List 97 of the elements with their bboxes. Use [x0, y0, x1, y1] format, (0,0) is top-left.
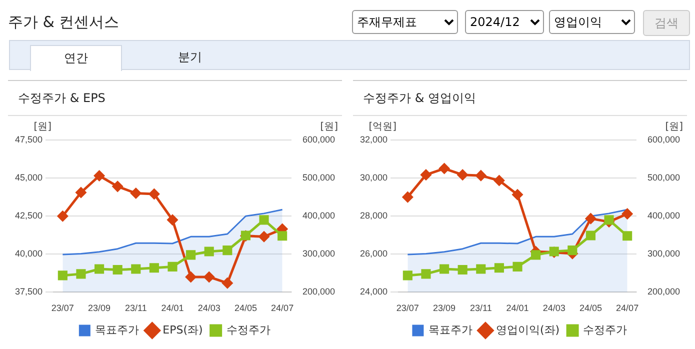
- legend-label: 수정주가: [583, 323, 628, 336]
- point: [167, 214, 178, 226]
- chart-title: 수정주가 & 영업이익: [353, 81, 687, 116]
- text: 분기: [177, 49, 203, 66]
- point: [94, 264, 104, 274]
- point: [222, 246, 232, 256]
- point: [402, 192, 413, 202]
- point: [494, 263, 504, 273]
- point: [457, 170, 468, 180]
- point: [258, 231, 270, 242]
- point: [278, 231, 288, 241]
- point: [76, 269, 86, 279]
- y-tick-label: 40,000: [14, 248, 43, 259]
- point: [130, 188, 142, 199]
- point: [585, 213, 596, 224]
- point: [148, 188, 160, 200]
- y-tick-label: 37,500: [14, 286, 43, 297]
- legend-label: 영업이익(좌): [496, 323, 560, 336]
- point: [476, 264, 486, 274]
- x-tick-label: 24/01: [506, 303, 529, 314]
- point: [58, 270, 68, 280]
- point: [57, 210, 68, 222]
- x-tick-label: 24/03: [542, 303, 566, 314]
- point: [112, 181, 123, 192]
- text: 연간: [30, 45, 122, 71]
- point: [421, 269, 431, 279]
- point: [458, 264, 468, 275]
- legend-label: 목표주가: [95, 323, 140, 336]
- legend-label: EPS(좌): [162, 323, 203, 336]
- point: [402, 270, 412, 280]
- point: [112, 264, 122, 275]
- point: [604, 215, 614, 225]
- x-tick-label: 24/07: [271, 303, 294, 314]
- y-axis-title: [원]: [34, 122, 52, 133]
- y-tick-label: 32,000: [360, 134, 388, 144]
- y2-tick-label: 200,000: [302, 286, 336, 297]
- y-tick-label: 30,000: [360, 172, 388, 183]
- y-tick-label: 42,500: [14, 210, 43, 221]
- y-tick-label: 45,000: [14, 172, 43, 183]
- point: [622, 208, 633, 220]
- point: [476, 170, 486, 181]
- point: [512, 262, 522, 272]
- x-tick-label: 23/07: [396, 303, 419, 314]
- point: [186, 250, 196, 260]
- x-tick-label: 23/09: [433, 303, 456, 314]
- y-tick-label: 47,500: [14, 134, 43, 144]
- x-tick-label: 23/09: [88, 303, 111, 314]
- point: [586, 230, 596, 240]
- point: [259, 215, 269, 225]
- y2-tick-label: 200,000: [647, 286, 680, 297]
- point: [168, 262, 178, 272]
- y2-tick-label: 400,000: [647, 210, 680, 221]
- x-tick-label: 24/01: [161, 303, 184, 314]
- point: [186, 272, 196, 282]
- y2-axis-title: [원]: [320, 122, 338, 133]
- point: [494, 175, 504, 186]
- y2-tick-label: 600,000: [647, 134, 680, 144]
- x-tick-label: 24/05: [579, 303, 602, 314]
- text: 영업이익: [549, 10, 635, 34]
- y2-axis-title: [원]: [665, 122, 684, 133]
- point: [568, 246, 578, 256]
- point: [512, 189, 523, 200]
- point: [94, 170, 105, 182]
- point: [76, 187, 86, 198]
- text: 2024/12: [465, 10, 544, 34]
- x-tick-label: 24/03: [198, 303, 220, 314]
- text: 검색: [643, 10, 690, 36]
- y2-tick-label: 500,000: [647, 172, 680, 183]
- y2-tick-label: 300,000: [647, 248, 680, 259]
- y2-tick-label: 400,000: [302, 210, 336, 221]
- point: [131, 264, 141, 274]
- y-tick-label: 28,000: [360, 210, 388, 221]
- text: 주재무제표: [352, 10, 458, 34]
- x-tick-label: 23/07: [51, 303, 74, 314]
- x-tick-label: 24/07: [616, 303, 639, 314]
- legend-label: 목표주가: [428, 323, 472, 336]
- y2-tick-label: 600,000: [302, 134, 336, 144]
- point: [204, 272, 214, 282]
- x-tick-label: 23/11: [124, 303, 147, 314]
- point: [420, 170, 432, 180]
- chart-title: 수정주가 & EPS: [8, 81, 342, 116]
- point: [531, 250, 541, 260]
- point: [439, 163, 450, 174]
- text: 주가 & 컨센서스: [8, 13, 120, 32]
- y-axis-title: [억원]: [368, 122, 397, 133]
- legend-label: 수정주가: [226, 323, 270, 336]
- x-tick-label: 23/11: [470, 303, 492, 314]
- point: [622, 231, 632, 241]
- y2-tick-label: 300,000: [302, 248, 336, 259]
- point: [222, 278, 233, 288]
- point: [149, 263, 159, 273]
- point: [204, 246, 214, 256]
- y-tick-label: 26,000: [360, 248, 388, 259]
- x-tick-label: 24/05: [234, 303, 257, 314]
- point: [440, 264, 450, 274]
- y2-tick-label: 500,000: [302, 172, 336, 183]
- y-tick-label: 24,000: [360, 286, 388, 297]
